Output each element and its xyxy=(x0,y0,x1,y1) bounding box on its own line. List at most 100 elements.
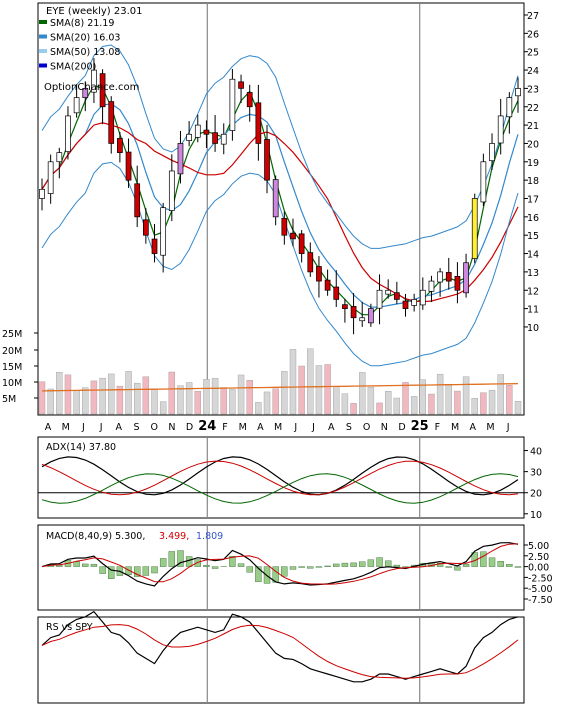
candle-body xyxy=(471,198,478,259)
adx-tick-label: 20 xyxy=(530,489,542,500)
macd-histogram-bar xyxy=(255,566,262,583)
candle-body xyxy=(186,133,192,141)
macd-histogram-bar xyxy=(307,566,314,569)
y-tick-label: 27 xyxy=(527,11,539,22)
volume-bar xyxy=(488,390,496,415)
macd-tick-label: 5.00 xyxy=(528,541,549,552)
x-tick-label: F xyxy=(435,422,440,433)
x-tick-label: 25 xyxy=(411,419,429,434)
x-tick-label: D xyxy=(398,422,405,433)
legend-swatch xyxy=(39,20,47,24)
rs-average-line xyxy=(41,624,519,679)
macd-histogram-bar xyxy=(177,550,184,567)
volume-average-line xyxy=(41,382,519,392)
x-axis-labels: A M J J A S O N D 24 F M A M J J A S O N D 25 F M A M J xyxy=(45,419,510,434)
volume-bar xyxy=(229,389,236,415)
macd-histogram-bar xyxy=(506,564,513,567)
adx-tick-label: 40 xyxy=(530,447,542,458)
candle-body xyxy=(203,129,210,135)
macd-histogram-bar xyxy=(445,566,452,568)
x-tick-label: M xyxy=(239,422,247,433)
candle-body xyxy=(264,139,270,181)
price-title: EYE (weekly) 23.01 xyxy=(46,6,143,17)
y-tick-label: 26 xyxy=(527,29,539,40)
di-minus-line xyxy=(41,460,519,496)
y-tick-label: 25 xyxy=(527,48,539,59)
volume-bar xyxy=(194,390,201,415)
candle-body xyxy=(454,275,461,291)
adx-line xyxy=(41,456,519,496)
candle-body xyxy=(177,143,184,175)
macd-histogram-bar xyxy=(454,566,461,571)
volume-bar xyxy=(480,392,487,415)
axis-ticks: 10111213141516171819202122232425262725M2… xyxy=(2,11,553,606)
candle-body xyxy=(463,262,469,294)
candle-body xyxy=(437,271,443,283)
candle-body xyxy=(359,317,366,322)
volume-bar xyxy=(82,387,89,415)
candle-body xyxy=(316,266,322,282)
volume-bar xyxy=(402,382,409,415)
volume-bar xyxy=(384,391,392,415)
macd-histogram-bar xyxy=(185,556,193,567)
macd-histogram-bar xyxy=(168,551,176,567)
volume-bar xyxy=(90,380,98,415)
candle-body xyxy=(56,152,63,163)
candle-body xyxy=(65,115,71,152)
volume-bar xyxy=(471,398,478,415)
x-tick-label: A xyxy=(116,422,123,433)
candle-body xyxy=(117,138,123,153)
candle-body xyxy=(194,124,201,138)
macd-histogram-bar xyxy=(350,562,357,567)
volume-bar xyxy=(436,373,444,415)
macd-histogram-bar xyxy=(393,564,401,567)
volume-bar xyxy=(116,385,124,415)
volume-bar xyxy=(497,374,504,415)
volume-bar xyxy=(324,364,331,415)
macd-histogram-bar xyxy=(376,557,383,567)
x-tick-label: S xyxy=(346,422,352,433)
macd-tick-label: 2.50 xyxy=(528,552,549,563)
candle-body xyxy=(342,304,348,309)
candle-body xyxy=(246,92,253,108)
macd-signal-value: 3.499, xyxy=(159,531,189,542)
macd-histogram-bar xyxy=(159,558,167,567)
x-tick-label: N xyxy=(168,422,175,433)
y-tick-label: 14 xyxy=(527,250,539,261)
legend-swatch xyxy=(39,34,47,39)
volume-bar xyxy=(359,372,366,415)
volume-bar xyxy=(298,365,305,415)
candle-body xyxy=(82,88,89,98)
y-tick-label: 15 xyxy=(527,231,539,242)
y-tick-label: 19 xyxy=(527,158,539,169)
volume-bar xyxy=(133,382,141,415)
volume-bar xyxy=(367,386,375,415)
macd-histogram-bar xyxy=(298,566,305,568)
volume-bar xyxy=(220,387,227,415)
volume-bar xyxy=(350,403,357,415)
volume-bar xyxy=(462,376,470,415)
candle-body xyxy=(428,280,435,292)
candle-body xyxy=(108,101,115,144)
upper-band-line xyxy=(41,44,519,249)
candle-body xyxy=(168,170,175,211)
x-tick-label: F xyxy=(222,422,227,433)
candle-body xyxy=(134,183,141,218)
di-plus-line xyxy=(41,473,519,504)
macd-histogram-bar xyxy=(367,559,375,567)
y-tick-label: 23 xyxy=(527,84,539,95)
macd-histogram-bar xyxy=(341,562,349,567)
x-tick-label: S xyxy=(133,422,139,433)
candle-body xyxy=(143,219,149,236)
volume-bar xyxy=(263,391,271,415)
candle-body xyxy=(515,88,521,97)
candle-body xyxy=(324,279,331,291)
volume-bar xyxy=(47,388,54,415)
adx-title: ADX(14) 37.80 xyxy=(46,442,116,453)
x-tick-label: M xyxy=(62,422,70,433)
x-tick-label: J xyxy=(81,422,85,433)
volume-bar xyxy=(56,371,63,415)
y-tick-label: 18 xyxy=(527,176,539,187)
volume-bar xyxy=(211,378,219,415)
volume-bar xyxy=(506,385,513,415)
